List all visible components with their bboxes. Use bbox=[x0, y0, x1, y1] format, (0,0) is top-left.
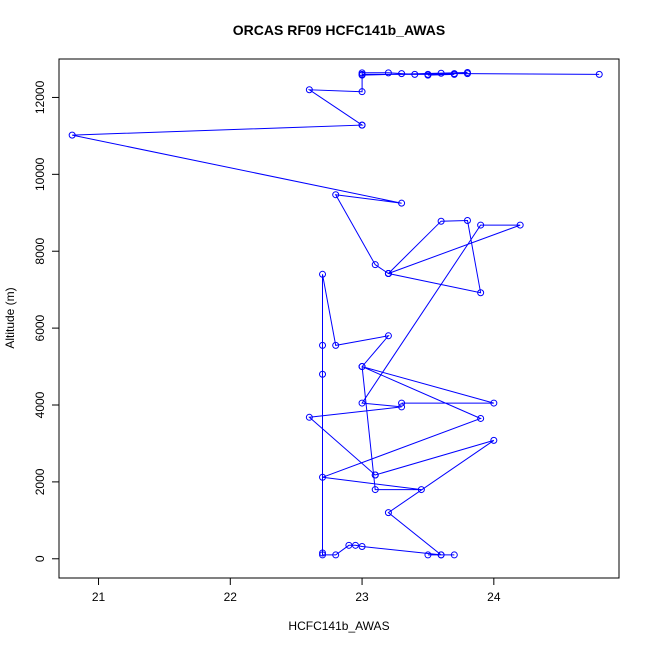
series-line bbox=[72, 72, 600, 556]
y-tick-label: 0 bbox=[33, 555, 47, 562]
data-point bbox=[68, 131, 76, 139]
data-point bbox=[358, 88, 366, 96]
data-point bbox=[398, 70, 406, 78]
data-point bbox=[371, 471, 379, 479]
data-point bbox=[332, 341, 340, 349]
data-point bbox=[417, 486, 425, 494]
data-point bbox=[595, 70, 603, 78]
data-point bbox=[305, 413, 313, 421]
data-point bbox=[358, 121, 366, 129]
y-axis: 0 2000 4000 6000 8000 10000 12000 bbox=[33, 80, 60, 562]
x-tick-label: 21 bbox=[92, 590, 106, 604]
data-point bbox=[358, 399, 366, 407]
data-point bbox=[319, 370, 327, 378]
data-point bbox=[384, 69, 392, 77]
data-point bbox=[319, 551, 327, 559]
y-tick-label: 6000 bbox=[33, 314, 47, 341]
data-point bbox=[516, 221, 524, 229]
data-point bbox=[332, 551, 340, 559]
data-point bbox=[437, 69, 445, 77]
plot-frame bbox=[58, 58, 620, 579]
data-point bbox=[477, 221, 485, 229]
data-point bbox=[398, 399, 406, 407]
y-tick-label: 2000 bbox=[33, 468, 47, 495]
data-point bbox=[319, 549, 327, 557]
data-point bbox=[398, 403, 406, 411]
data-point bbox=[319, 341, 327, 349]
data-point bbox=[319, 473, 327, 481]
data-point bbox=[450, 70, 458, 78]
data-point bbox=[345, 541, 353, 549]
data-point bbox=[490, 436, 498, 444]
y-axis-label: Altitude (m) bbox=[3, 287, 17, 348]
data-point bbox=[305, 86, 313, 94]
data-point bbox=[384, 509, 392, 517]
data-point bbox=[463, 216, 471, 224]
data-point bbox=[332, 191, 340, 199]
data-point bbox=[384, 332, 392, 340]
x-axis-label: HCFC141b_AWAS bbox=[288, 619, 389, 633]
data-point bbox=[398, 199, 406, 207]
chart-title: ORCAS RF09 HCFC141b_AWAS bbox=[233, 22, 445, 38]
data-point bbox=[358, 542, 366, 550]
data-point bbox=[437, 551, 445, 559]
data-point bbox=[477, 289, 485, 297]
x-tick-label: 24 bbox=[487, 590, 501, 604]
data-point bbox=[424, 551, 432, 559]
data-point bbox=[490, 399, 498, 407]
data-point bbox=[351, 541, 359, 549]
y-tick-label: 12000 bbox=[33, 80, 47, 114]
data-point bbox=[358, 71, 366, 79]
x-axis: 21 22 23 24 bbox=[92, 577, 501, 604]
y-tick-label: 4000 bbox=[33, 391, 47, 418]
data-point bbox=[371, 261, 379, 269]
data-point bbox=[358, 363, 366, 371]
data-point bbox=[450, 551, 458, 559]
data-point bbox=[437, 217, 445, 225]
x-tick-label: 23 bbox=[355, 590, 369, 604]
data-point bbox=[319, 270, 327, 278]
data-point bbox=[384, 270, 392, 278]
y-tick-label: 8000 bbox=[33, 238, 47, 265]
y-tick-label: 10000 bbox=[33, 157, 47, 191]
data-point bbox=[411, 70, 419, 78]
data-point bbox=[424, 71, 432, 79]
series-layer bbox=[68, 68, 603, 559]
data-point bbox=[477, 414, 485, 422]
data-point bbox=[463, 68, 471, 76]
x-tick-label: 22 bbox=[224, 590, 238, 604]
data-point bbox=[371, 486, 379, 494]
